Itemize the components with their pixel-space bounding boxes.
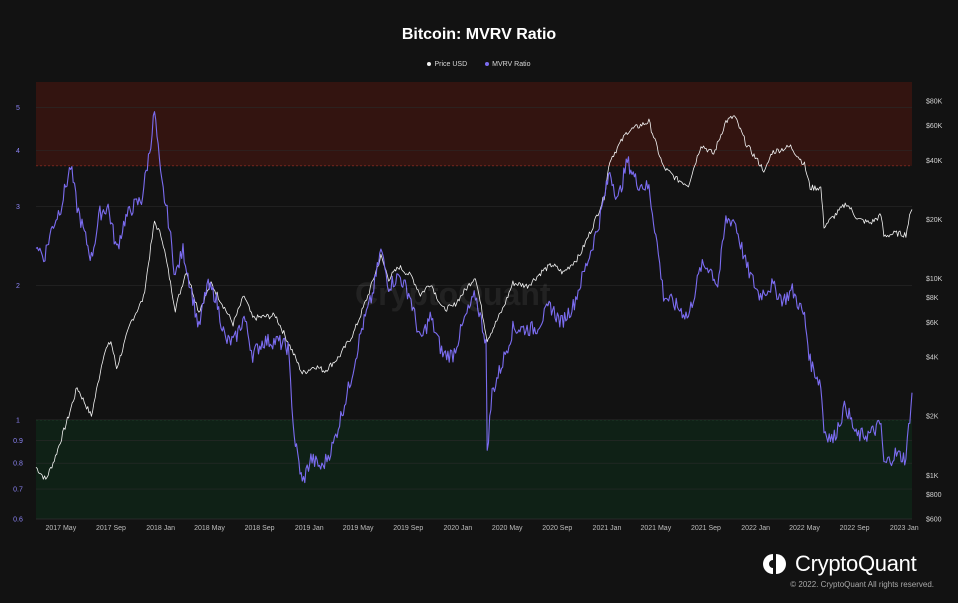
band-overvalued [36,82,912,166]
y-right-tick-label: $60K [926,123,943,130]
y-right-tick-label: $800 [926,492,942,499]
brand-name: CryptoQuant [795,551,917,576]
watermark: CryptoQuant [355,276,551,312]
x-tick-label: 2020 Jan [444,525,473,532]
legend-price-swatch [427,62,432,67]
x-tick-label: 2021 Jan [593,525,622,532]
y-right-tick-label: $1K [926,473,939,480]
brand-footer: CryptoQuant [762,551,917,577]
y-right-tick-label: $20K [926,217,943,224]
band-undervalued [36,419,912,519]
y-right-tick-label: $6K [926,320,939,327]
series-line-mvrv [35,111,913,484]
x-tick-label: 2019 May [343,525,374,532]
x-tick-label: 2020 May [492,525,523,532]
chart-legend: Price USD MVRV Ratio [0,61,958,68]
x-tick-label: 2017 Sep [96,525,126,532]
x-tick-label: 2018 Sep [245,525,275,532]
x-tick-label: 2019 Sep [393,525,423,532]
x-tick-label: 2018 Jan [146,525,175,532]
y-left-tick-label: 0.9 [13,438,23,445]
x-tick-label: 2018 May [194,525,225,532]
y-right-tick-label: $8K [926,295,939,302]
y-right-tick-label: $80K [926,99,943,106]
x-tick-label: 2022 Jan [741,525,770,532]
y-right-tick-label: $40K [926,158,943,165]
y-right-tick-label: $2K [926,414,939,421]
y-left-tick-label: 4 [16,148,20,155]
chart-title: Bitcoin: MVRV Ratio [401,26,557,43]
x-tick-label: 2023 Jan [890,525,919,532]
legend-mvrv-swatch [485,62,490,67]
x-tick-label: 2022 May [789,525,820,532]
x-tick-label: 2022 Sep [840,525,870,532]
y-left-tick-label: 1 [16,417,20,424]
y-left-tick-label: 0.6 [13,517,23,524]
x-tick-label: 2021 May [640,525,671,532]
legend-price-label: Price USD [434,61,468,68]
legend-item-price[interactable]: Price USD [427,61,467,68]
legend-mvrv-label: MVRV Ratio [492,61,531,68]
x-tick-label: 2019 Jan [295,525,324,532]
x-tick-label: 2020 Sep [542,525,572,532]
y-left-tick-label: 5 [16,105,20,112]
x-tick-label: 2021 Sep [691,525,721,532]
copyright-text: © 2022. CryptoQuant All rights reserved. [790,580,934,589]
series-line-price [35,115,913,480]
x-tick-label: 2017 May [45,525,76,532]
y-left-tick-label: 0.7 [13,487,23,494]
y-left-tick-label: 3 [16,204,20,211]
y-right-tick-label: $600 [926,517,942,524]
y-left-tick-label: 2 [16,283,20,290]
y-right-tick-label: $4K [926,354,939,361]
y-left-tick-label: 0.8 [13,461,23,468]
legend-item-mvrv[interactable]: MVRV Ratio [485,61,531,68]
y-right-tick-label: $10K [926,276,943,283]
cryptoquant-logo-icon [762,553,788,575]
